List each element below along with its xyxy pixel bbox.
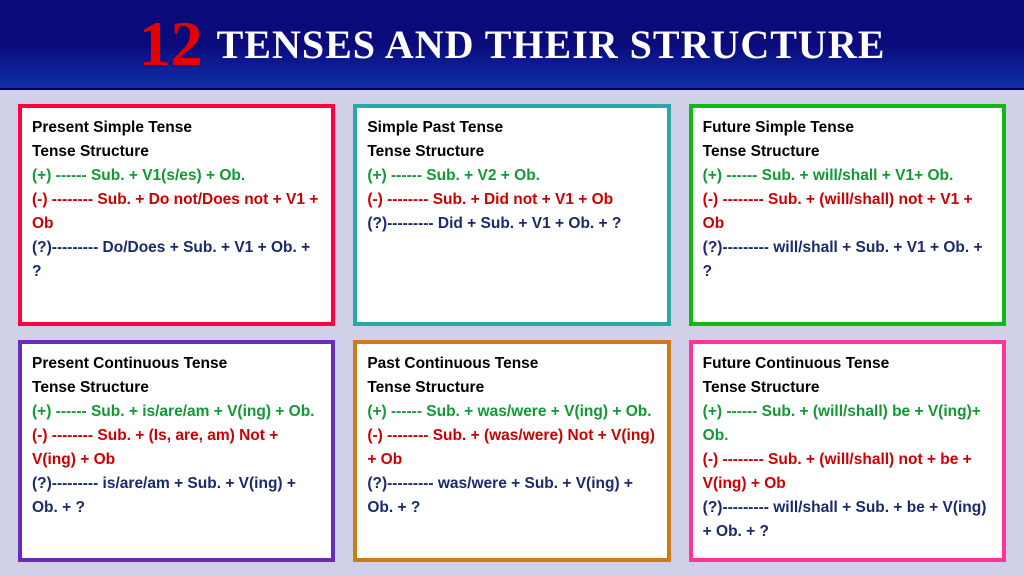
card-positive: (+) ------ Sub. + V2 + Ob. — [367, 164, 656, 188]
page-header: 12 TENSES AND THEIR STRUCTURE — [0, 0, 1024, 90]
tense-grid: Present Simple Tense Tense Structure (+)… — [0, 90, 1024, 576]
card-negative: (-) -------- Sub. + (Is, are, am) Not + … — [32, 424, 321, 472]
card-title: Simple Past Tense — [367, 116, 656, 140]
card-positive: (+) ------ Sub. + is/are/am + V(ing) + O… — [32, 400, 321, 424]
card-negative: (-) -------- Sub. + Do not/Does not + V1… — [32, 188, 321, 236]
tense-card: Simple Past Tense Tense Structure (+) --… — [353, 104, 670, 326]
card-positive: (+) ------ Sub. + V1(s/es) + Ob. — [32, 164, 321, 188]
card-question: (?)--------- will/shall + Sub. + be + V(… — [703, 496, 992, 544]
tense-card: Present Continuous Tense Tense Structure… — [18, 340, 335, 562]
card-negative: (-) -------- Sub. + (was/were) Not + V(i… — [367, 424, 656, 472]
card-subtitle: Tense Structure — [32, 140, 321, 164]
card-negative: (-) -------- Sub. + Did not + V1 + Ob — [367, 188, 656, 212]
card-title: Present Simple Tense — [32, 116, 321, 140]
card-question: (?)--------- will/shall + Sub. + V1 + Ob… — [703, 236, 992, 284]
card-question: (?)--------- was/were + Sub. + V(ing) + … — [367, 472, 656, 520]
card-subtitle: Tense Structure — [367, 376, 656, 400]
card-subtitle: Tense Structure — [32, 376, 321, 400]
tense-card: Future Continuous Tense Tense Structure … — [689, 340, 1006, 562]
card-positive: (+) ------ Sub. + will/shall + V1+ Ob. — [703, 164, 992, 188]
card-question: (?)--------- is/are/am + Sub. + V(ing) +… — [32, 472, 321, 520]
card-negative: (-) -------- Sub. + (will/shall) not + V… — [703, 188, 992, 236]
tense-card: Past Continuous Tense Tense Structure (+… — [353, 340, 670, 562]
header-title: TENSES AND THEIR STRUCTURE — [217, 21, 886, 68]
card-title: Future Continuous Tense — [703, 352, 992, 376]
card-title: Future Simple Tense — [703, 116, 992, 140]
card-question: (?)--------- Did + Sub. + V1 + Ob. + ? — [367, 212, 656, 236]
card-subtitle: Tense Structure — [367, 140, 656, 164]
card-positive: (+) ------ Sub. + (will/shall) be + V(in… — [703, 400, 992, 448]
card-title: Present Continuous Tense — [32, 352, 321, 376]
card-positive: (+) ------ Sub. + was/were + V(ing) + Ob… — [367, 400, 656, 424]
card-negative: (-) -------- Sub. + (will/shall) not + b… — [703, 448, 992, 496]
tense-card: Future Simple Tense Tense Structure (+) … — [689, 104, 1006, 326]
card-subtitle: Tense Structure — [703, 140, 992, 164]
header-number: 12 — [139, 7, 203, 81]
card-question: (?)--------- Do/Does + Sub. + V1 + Ob. +… — [32, 236, 321, 284]
card-title: Past Continuous Tense — [367, 352, 656, 376]
tense-card: Present Simple Tense Tense Structure (+)… — [18, 104, 335, 326]
card-subtitle: Tense Structure — [703, 376, 992, 400]
